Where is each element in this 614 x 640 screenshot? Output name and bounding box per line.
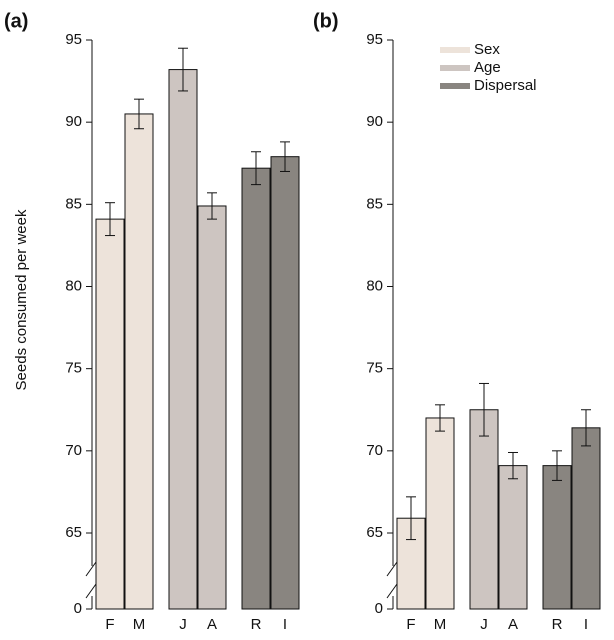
axis-break (386, 561, 398, 577)
panel-label: (a) (4, 10, 28, 32)
x-tick-label: J (179, 616, 187, 633)
y-tick-label: 85 (366, 195, 383, 212)
x-tick-label: M (133, 616, 146, 633)
axis-break (386, 583, 398, 599)
bar (469, 409, 499, 610)
bar (124, 113, 154, 610)
y-tick-label: 80 (366, 277, 383, 294)
y-tick-label: 75 (366, 360, 383, 377)
y-axis-label: Seeds consumed per week (13, 209, 30, 390)
x-tick-label: A (508, 616, 518, 633)
y-tick-label: 0 (74, 600, 82, 617)
bar (425, 417, 455, 610)
y-tick-label: 80 (65, 277, 82, 294)
y-tick-label: 85 (65, 195, 82, 212)
y-tick-label: 65 (65, 524, 82, 541)
y-tick-label: 95 (65, 31, 82, 48)
legend-label: Dispersal (474, 77, 537, 94)
y-tick-label: 0 (375, 600, 383, 617)
x-tick-label: J (480, 616, 488, 633)
bar (270, 156, 300, 610)
bar (197, 205, 227, 610)
x-tick-label: A (207, 616, 217, 633)
x-tick-label: R (251, 616, 262, 633)
y-tick-label: 65 (366, 524, 383, 541)
y-tick-label: 95 (366, 31, 383, 48)
y-tick-label: 70 (366, 442, 383, 459)
bar (241, 167, 271, 610)
x-tick-label: F (406, 616, 415, 633)
y-tick-label: 70 (65, 442, 82, 459)
legend-label: Sex (474, 41, 500, 58)
x-tick-label: R (552, 616, 563, 633)
axis-break (85, 561, 97, 577)
bar (168, 69, 198, 610)
x-tick-label: I (283, 616, 287, 633)
x-tick-label: F (105, 616, 114, 633)
panel-label: (b) (313, 10, 339, 32)
bar (498, 465, 528, 610)
x-tick-label: M (434, 616, 447, 633)
bar (571, 427, 601, 610)
bar (95, 218, 125, 610)
y-tick-label: 75 (65, 360, 82, 377)
y-tick-label: 90 (366, 113, 383, 130)
axis-break (85, 583, 97, 599)
x-tick-label: I (584, 616, 588, 633)
bar (542, 465, 572, 610)
y-tick-label: 90 (65, 113, 82, 130)
legend-label: Age (474, 59, 501, 76)
